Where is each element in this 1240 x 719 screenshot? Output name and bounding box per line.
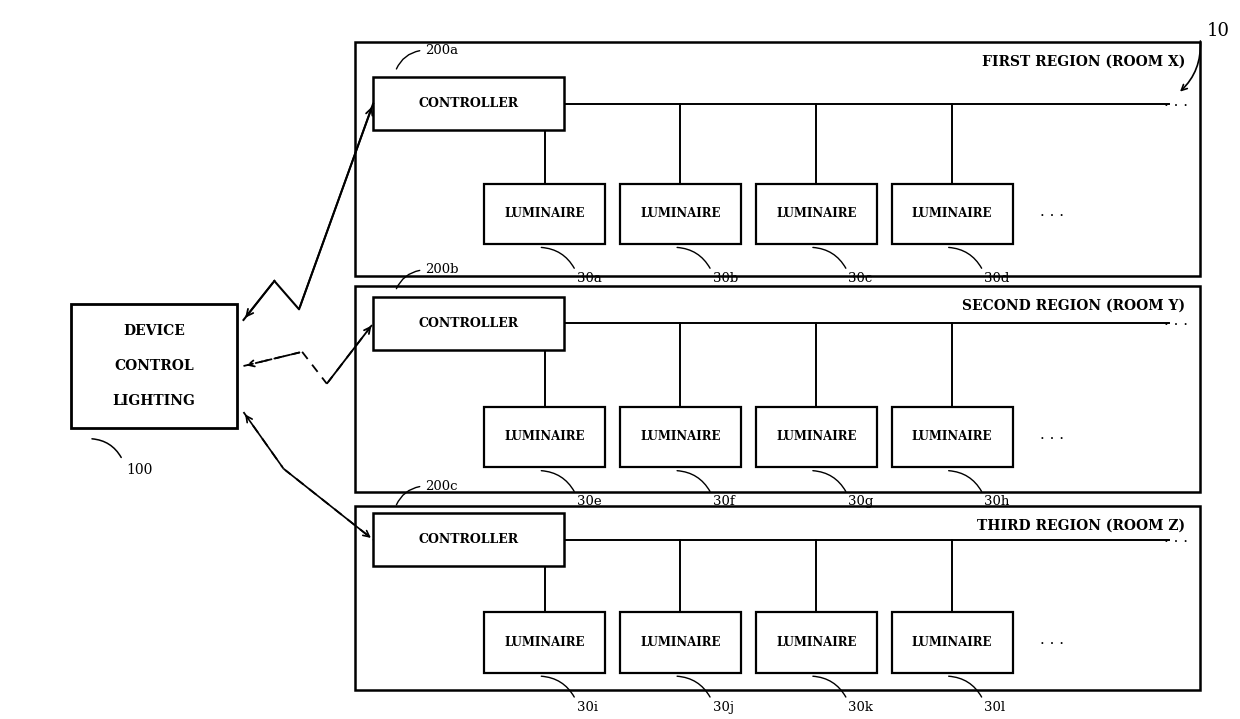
Text: 200c: 200c: [425, 480, 458, 493]
Text: LUMINAIRE: LUMINAIRE: [640, 431, 720, 444]
Text: . . .: . . .: [1164, 531, 1188, 544]
Text: CONTROLLER: CONTROLLER: [419, 97, 518, 110]
Text: 30j: 30j: [713, 701, 734, 714]
FancyBboxPatch shape: [355, 42, 1200, 275]
FancyBboxPatch shape: [71, 304, 237, 428]
Text: 30i: 30i: [577, 701, 598, 714]
Text: 200b: 200b: [425, 263, 459, 277]
Text: 30d: 30d: [985, 272, 1009, 285]
Text: 30h: 30h: [985, 495, 1009, 508]
Text: . . .: . . .: [1164, 95, 1188, 109]
Text: 10: 10: [1207, 22, 1229, 40]
FancyBboxPatch shape: [892, 613, 1013, 672]
FancyBboxPatch shape: [892, 183, 1013, 244]
Text: 100: 100: [126, 464, 153, 477]
FancyBboxPatch shape: [756, 183, 877, 244]
Text: FIRST REGION (ROOM X): FIRST REGION (ROOM X): [982, 55, 1185, 68]
Text: THIRD REGION (ROOM Z): THIRD REGION (ROOM Z): [977, 518, 1185, 533]
FancyBboxPatch shape: [484, 407, 605, 467]
FancyBboxPatch shape: [756, 613, 877, 672]
FancyBboxPatch shape: [620, 613, 742, 672]
Text: 30c: 30c: [848, 272, 873, 285]
Text: LUMINAIRE: LUMINAIRE: [640, 207, 720, 220]
FancyBboxPatch shape: [355, 286, 1200, 492]
Text: LUMINAIRE: LUMINAIRE: [640, 636, 720, 649]
Text: 30k: 30k: [848, 701, 873, 714]
FancyBboxPatch shape: [373, 513, 564, 567]
Text: LUMINAIRE: LUMINAIRE: [911, 207, 992, 220]
Text: LUMINAIRE: LUMINAIRE: [776, 431, 857, 444]
FancyBboxPatch shape: [355, 506, 1200, 690]
FancyBboxPatch shape: [484, 613, 605, 672]
FancyBboxPatch shape: [620, 407, 742, 467]
Text: CONTROLLER: CONTROLLER: [419, 533, 518, 546]
Text: 30g: 30g: [848, 495, 874, 508]
FancyBboxPatch shape: [373, 77, 564, 130]
FancyBboxPatch shape: [756, 407, 877, 467]
FancyBboxPatch shape: [484, 183, 605, 244]
Text: . . .: . . .: [1039, 204, 1064, 219]
Text: 200a: 200a: [425, 44, 458, 57]
Text: LUMINAIRE: LUMINAIRE: [505, 636, 585, 649]
Text: DEVICE: DEVICE: [123, 324, 185, 338]
Text: . . .: . . .: [1039, 633, 1064, 647]
Text: 30f: 30f: [713, 495, 734, 508]
Text: LUMINAIRE: LUMINAIRE: [505, 431, 585, 444]
FancyBboxPatch shape: [373, 297, 564, 350]
Text: LUMINAIRE: LUMINAIRE: [911, 431, 992, 444]
Text: 30a: 30a: [577, 272, 601, 285]
Text: LUMINAIRE: LUMINAIRE: [776, 207, 857, 220]
Text: . . .: . . .: [1039, 428, 1064, 441]
Text: 30l: 30l: [985, 701, 1006, 714]
Text: 30b: 30b: [713, 272, 738, 285]
Text: CONTROLLER: CONTROLLER: [419, 317, 518, 330]
Text: . . .: . . .: [1164, 314, 1188, 329]
Text: 30e: 30e: [577, 495, 601, 508]
Text: LUMINAIRE: LUMINAIRE: [776, 636, 857, 649]
FancyBboxPatch shape: [892, 407, 1013, 467]
Text: SECOND REGION (ROOM Y): SECOND REGION (ROOM Y): [962, 299, 1185, 313]
Text: LIGHTING: LIGHTING: [113, 395, 196, 408]
Text: LUMINAIRE: LUMINAIRE: [505, 207, 585, 220]
FancyBboxPatch shape: [620, 183, 742, 244]
Text: LUMINAIRE: LUMINAIRE: [911, 636, 992, 649]
Text: CONTROL: CONTROL: [114, 359, 193, 373]
